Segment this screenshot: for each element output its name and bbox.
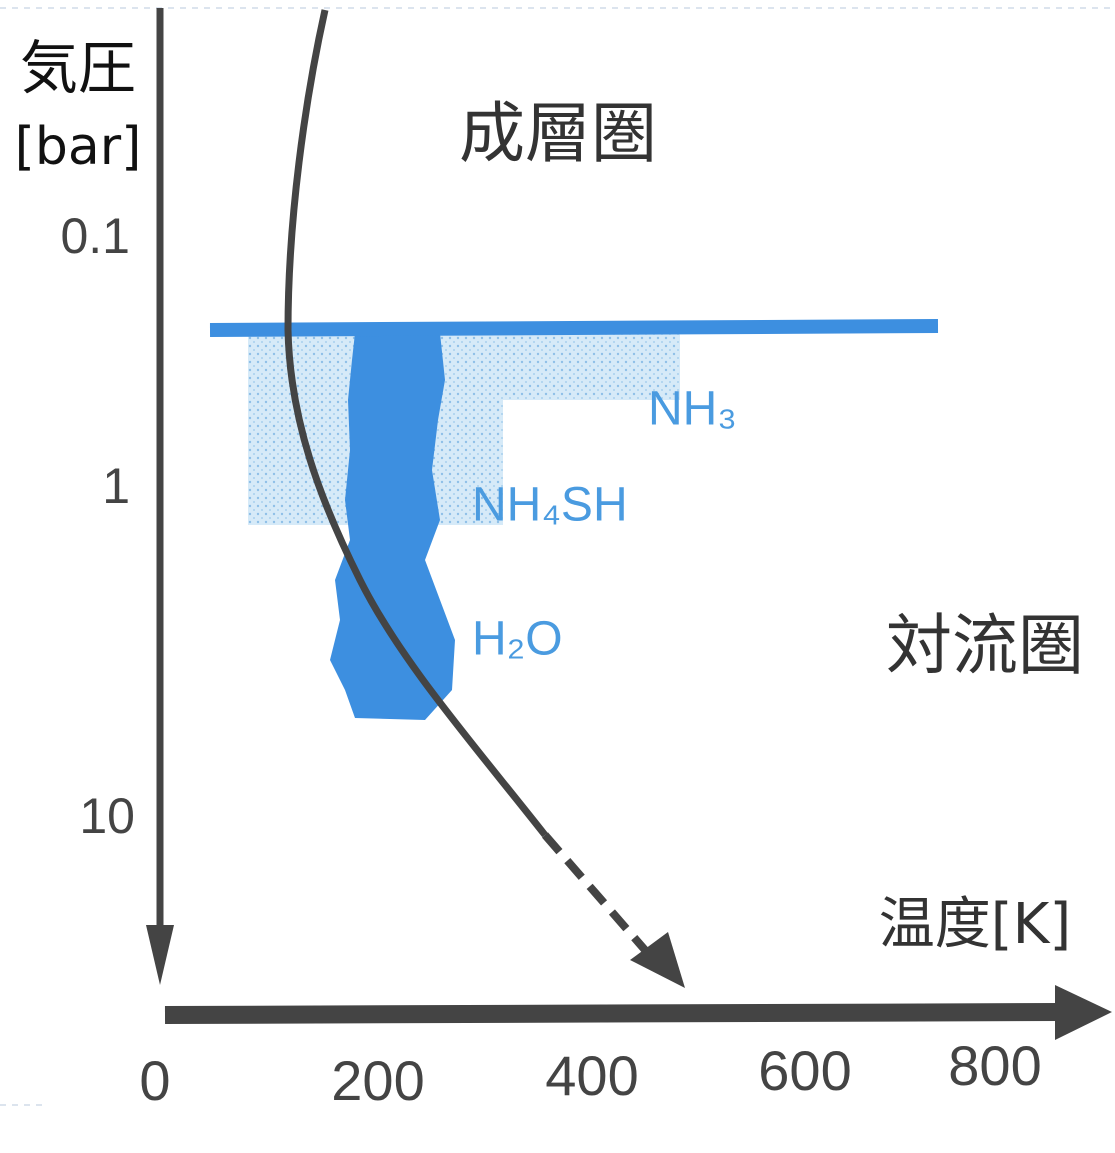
- x-tick-label: 800: [948, 1034, 1041, 1097]
- x-tick-label: 0: [139, 1049, 170, 1112]
- x-axis-arrow: [1055, 985, 1112, 1040]
- cloud-label: NH₃: [648, 383, 737, 436]
- y-axis-unit: [bar]: [15, 117, 142, 177]
- y-axis-title: 気圧: [20, 34, 136, 102]
- x-tick-label: 400: [545, 1044, 638, 1107]
- x-tick-label: 200: [331, 1049, 424, 1112]
- cloud-label: H₂O: [472, 613, 563, 666]
- x-tick-label: 600: [758, 1039, 851, 1102]
- tropopause: [210, 326, 938, 330]
- x-axis-title: 温度[K]: [879, 892, 1071, 957]
- y-tick-label: 10: [79, 788, 135, 844]
- y-axis-arrow: [146, 925, 174, 985]
- x-axis: [165, 1012, 1060, 1015]
- stratosphere-label: 成層圏: [459, 95, 657, 172]
- diagram: 気圧 [bar] 0.1 1 10 0 200 400 600 800 温度[K…: [0, 0, 1115, 1153]
- y-tick-label: 1: [102, 458, 130, 514]
- y-tick-label: 0.1: [60, 208, 130, 264]
- troposphere-label: 対流圏: [886, 607, 1084, 684]
- cloud-label: NH₄SH: [472, 479, 628, 532]
- temperature-curve-extrapolated: [545, 835, 645, 950]
